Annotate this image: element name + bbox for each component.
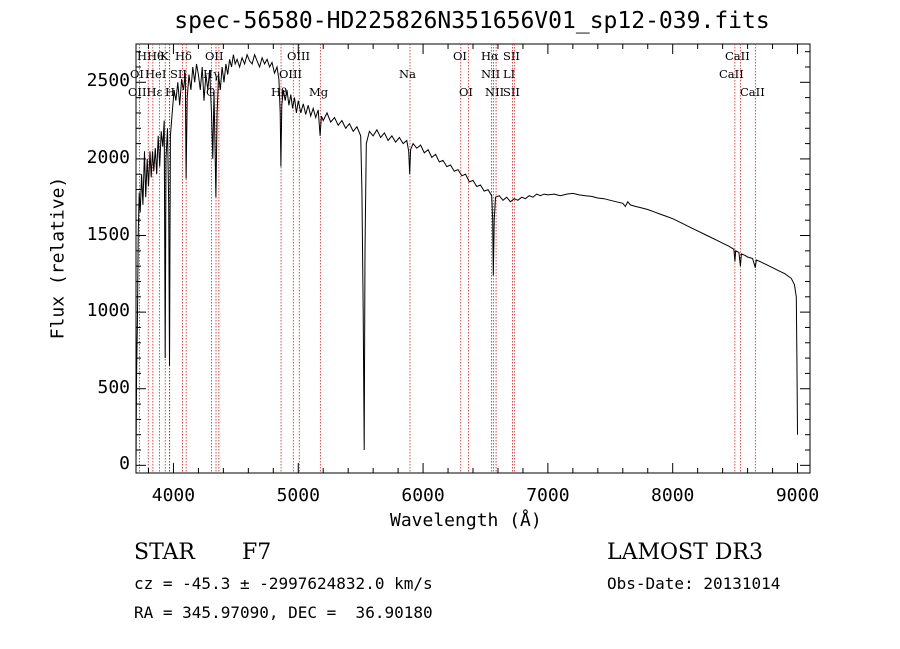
line-label: Hδ — [175, 49, 192, 63]
line-label: HeI — [145, 67, 167, 81]
line-label: Hα — [481, 49, 499, 63]
survey-name: LAMOST DR3 — [607, 540, 763, 565]
line-label: NII — [481, 67, 501, 81]
line-label: Mg — [309, 85, 329, 99]
line-label: CaII — [725, 49, 750, 63]
line-label: OI — [130, 67, 144, 81]
line-label: Hγ — [203, 67, 220, 81]
axis-ticks — [136, 44, 810, 473]
line-label: LI — [503, 67, 516, 81]
line-label: OII — [205, 49, 224, 63]
line-label: OIII — [287, 49, 311, 63]
y-tick-label: 500 — [97, 376, 130, 398]
line-label: OI — [459, 85, 473, 99]
line-markers — [139, 44, 756, 473]
y-tick-label: 1000 — [86, 300, 130, 322]
line-label: H — [165, 85, 176, 99]
line-label: Hβ — [271, 85, 288, 99]
y-axis-label: Flux (relative) — [47, 176, 69, 340]
line-label: HHθ — [137, 49, 164, 63]
line-label: OI — [453, 49, 467, 63]
obs-date: Obs-Date: 20131014 — [607, 574, 781, 593]
subclass: F7 — [242, 540, 272, 565]
y-tick-label: 0 — [119, 453, 130, 475]
line-label: SII — [170, 67, 187, 81]
line-label: Na — [399, 67, 416, 81]
line-label: SII — [503, 85, 520, 99]
x-tick-label: 5000 — [276, 485, 320, 506]
chart-title: spec-56580-HD225826N351656V01_sp12-039.f… — [174, 8, 770, 34]
coordinates: RA = 345.97090, DEC = 36.90180 — [134, 603, 433, 622]
plot-area — [135, 43, 811, 474]
line-label: OIIHε — [128, 85, 163, 99]
x-tick-label: 7000 — [526, 485, 570, 506]
line-label: NII — [485, 85, 505, 99]
line-label: G — [206, 85, 216, 99]
y-tick-label: 2000 — [86, 146, 130, 168]
object-class: STAR — [134, 540, 195, 565]
line-label: OIII — [279, 67, 303, 81]
x-tick-label: 4000 — [151, 485, 196, 506]
line-label: CaII — [719, 67, 744, 81]
redshift-cz: cz = -45.3 ± -2997624832.0 km/s — [134, 574, 433, 593]
line-label: SII — [503, 49, 520, 63]
line-label: CaII — [740, 85, 765, 99]
x-tick-label: 9000 — [775, 485, 820, 506]
x-tick-label: 6000 — [401, 485, 445, 506]
spectrum-line — [135, 53, 798, 466]
x-tick-label: 8000 — [651, 485, 695, 506]
line-label: K — [160, 49, 169, 63]
y-tick-label: 2500 — [86, 70, 130, 92]
y-tick-label: 1500 — [86, 223, 130, 245]
x-axis-label: Wavelength (Å) — [390, 510, 542, 531]
